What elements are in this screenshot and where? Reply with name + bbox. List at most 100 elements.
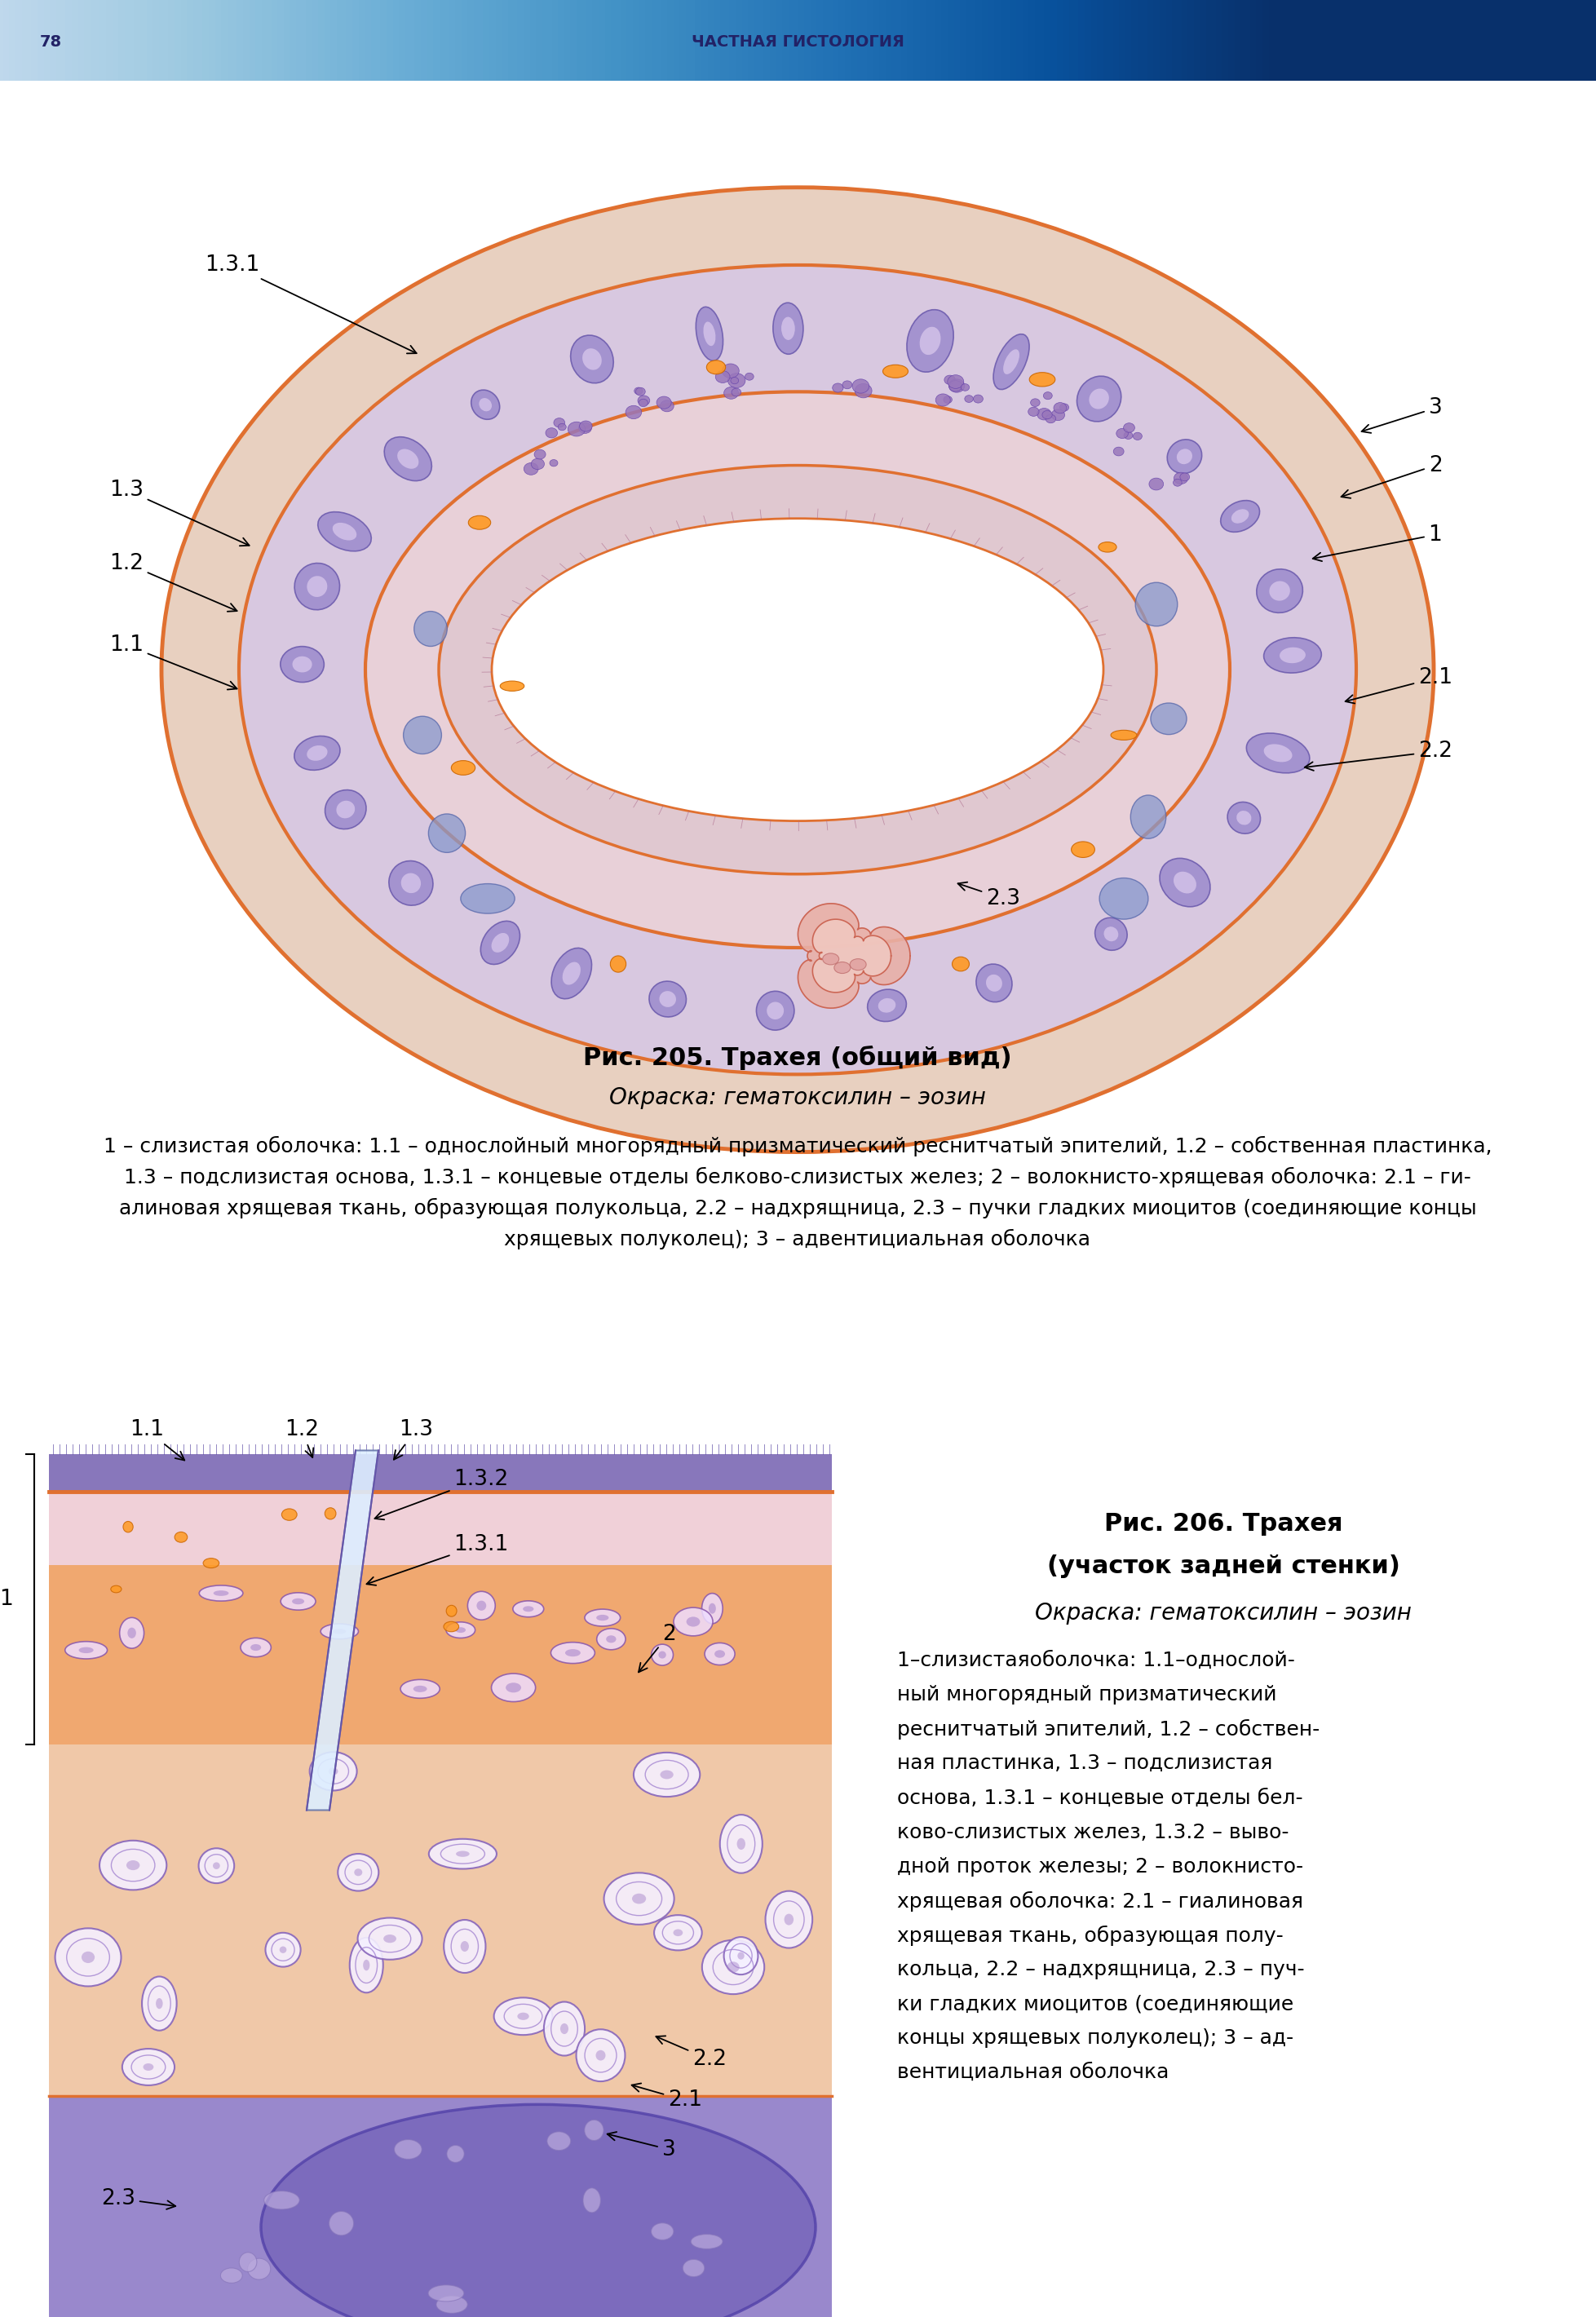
Ellipse shape	[576, 2030, 626, 2081]
Ellipse shape	[1095, 918, 1127, 950]
Ellipse shape	[535, 449, 546, 459]
Text: кольца, 2.2 – надхрящница, 2.3 – пуч-: кольца, 2.2 – надхрящница, 2.3 – пуч-	[897, 1960, 1304, 1979]
Text: 2.1: 2.1	[1345, 667, 1452, 704]
Ellipse shape	[726, 1962, 739, 1972]
Ellipse shape	[709, 1603, 717, 1613]
Ellipse shape	[334, 1629, 346, 1633]
Ellipse shape	[571, 336, 613, 382]
Text: 1.1: 1.1	[109, 635, 236, 690]
Ellipse shape	[1237, 811, 1251, 825]
Text: 2.1: 2.1	[632, 2083, 702, 2111]
Ellipse shape	[595, 2051, 605, 2060]
Ellipse shape	[986, 975, 1002, 992]
Ellipse shape	[493, 1997, 552, 2034]
Ellipse shape	[656, 396, 672, 408]
Bar	[49, 1745, 832, 2097]
Bar	[49, 1455, 832, 1492]
Ellipse shape	[239, 264, 1357, 1075]
Ellipse shape	[492, 934, 509, 952]
Text: 1.3 – подслизистая основа, 1.3.1 – концевые отделы белково-слизистых желез; 2 – : 1.3 – подслизистая основа, 1.3.1 – конце…	[124, 1168, 1472, 1186]
Ellipse shape	[554, 417, 565, 426]
Ellipse shape	[868, 989, 907, 1022]
Ellipse shape	[948, 380, 964, 392]
Ellipse shape	[1124, 431, 1133, 440]
Text: ная пластинка, 1.3 – подслизистая: ная пластинка, 1.3 – подслизистая	[897, 1754, 1272, 1773]
Ellipse shape	[782, 317, 795, 341]
Ellipse shape	[1175, 473, 1187, 484]
Ellipse shape	[1071, 841, 1095, 857]
Ellipse shape	[907, 310, 953, 373]
Ellipse shape	[99, 1840, 166, 1891]
Ellipse shape	[546, 429, 557, 438]
Ellipse shape	[455, 1627, 466, 1633]
Ellipse shape	[634, 1752, 701, 1796]
Text: реснитчатый эпителий, 1.2 – собствен-: реснитчатый эпителий, 1.2 – собствен-	[897, 1719, 1320, 1740]
Ellipse shape	[961, 385, 969, 392]
Text: 2.3: 2.3	[958, 883, 1020, 908]
Ellipse shape	[321, 1624, 359, 1638]
Ellipse shape	[547, 2132, 571, 2150]
Ellipse shape	[506, 1682, 522, 1691]
Ellipse shape	[597, 1629, 626, 1650]
Ellipse shape	[851, 959, 867, 971]
Ellipse shape	[1173, 480, 1183, 487]
Ellipse shape	[1029, 373, 1055, 387]
Ellipse shape	[263, 2192, 300, 2210]
Ellipse shape	[993, 334, 1029, 389]
Ellipse shape	[123, 1522, 132, 1532]
Ellipse shape	[156, 1997, 163, 2009]
Ellipse shape	[1133, 433, 1143, 440]
Ellipse shape	[479, 399, 492, 412]
Ellipse shape	[389, 862, 433, 906]
Ellipse shape	[686, 1617, 701, 1627]
Ellipse shape	[720, 1814, 763, 1872]
Ellipse shape	[326, 790, 365, 829]
Polygon shape	[798, 904, 910, 1008]
Ellipse shape	[1077, 375, 1120, 422]
Ellipse shape	[326, 1508, 337, 1520]
Text: 2: 2	[1341, 454, 1443, 498]
Ellipse shape	[306, 746, 327, 760]
Ellipse shape	[843, 380, 852, 389]
Ellipse shape	[562, 962, 581, 985]
Ellipse shape	[200, 1585, 243, 1601]
Ellipse shape	[292, 656, 313, 672]
Ellipse shape	[56, 1928, 121, 1986]
Ellipse shape	[144, 2064, 153, 2071]
Polygon shape	[306, 1450, 378, 1810]
Ellipse shape	[560, 2023, 568, 2034]
Ellipse shape	[281, 1508, 297, 1520]
Ellipse shape	[638, 396, 650, 405]
Ellipse shape	[1031, 399, 1041, 405]
Ellipse shape	[626, 405, 642, 419]
Ellipse shape	[597, 1615, 608, 1620]
Ellipse shape	[1028, 408, 1039, 417]
Ellipse shape	[784, 1914, 793, 1925]
Ellipse shape	[318, 512, 372, 551]
Ellipse shape	[1149, 477, 1163, 491]
Ellipse shape	[480, 922, 520, 964]
Ellipse shape	[413, 1687, 428, 1691]
Text: 2.2: 2.2	[1304, 741, 1452, 772]
Ellipse shape	[606, 1636, 616, 1643]
Ellipse shape	[705, 1643, 734, 1666]
Text: 78: 78	[40, 35, 62, 51]
Ellipse shape	[78, 1647, 94, 1654]
Ellipse shape	[691, 2234, 723, 2250]
Text: 1.2: 1.2	[284, 1420, 319, 1457]
Ellipse shape	[265, 1932, 300, 1967]
Ellipse shape	[447, 1606, 456, 1617]
Ellipse shape	[964, 396, 974, 403]
Ellipse shape	[198, 1849, 235, 1884]
Ellipse shape	[1280, 646, 1306, 663]
Ellipse shape	[974, 394, 983, 403]
Ellipse shape	[977, 964, 1012, 1001]
Ellipse shape	[1060, 403, 1069, 410]
Ellipse shape	[634, 387, 643, 394]
Ellipse shape	[447, 1622, 476, 1638]
Text: ЧАСТНАЯ ГИСТОЛОГИЯ: ЧАСТНАЯ ГИСТОЛОГИЯ	[691, 35, 905, 51]
Ellipse shape	[461, 1942, 469, 1951]
Ellipse shape	[1246, 732, 1310, 774]
Text: 1 – слизистая оболочка: 1.1 – однослойный многорядный призматический реснитчатый: 1 – слизистая оболочка: 1.1 – однослойны…	[104, 1135, 1492, 1156]
Ellipse shape	[385, 438, 431, 482]
